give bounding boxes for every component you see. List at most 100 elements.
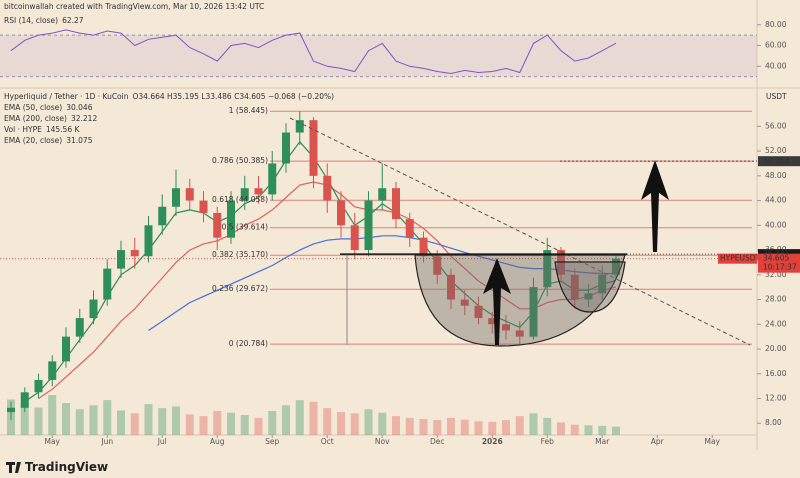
- volume-bar: [557, 422, 565, 435]
- candle-body: [144, 225, 153, 257]
- brand: TradingView: [25, 460, 108, 474]
- x-tick-label: Jun: [100, 437, 113, 446]
- volume-bar: [474, 421, 483, 435]
- volume-bar: [89, 405, 98, 435]
- candle-body: [584, 293, 593, 300]
- volume-bar: [75, 409, 84, 435]
- y-tick-label: 56.00: [765, 121, 787, 130]
- legend-value: 30.046: [66, 103, 92, 112]
- drawings: [289, 117, 751, 347]
- legend-name: EMA (50, close): [4, 103, 62, 112]
- candle-body: [34, 379, 43, 393]
- candle-body: [405, 219, 414, 238]
- trend-line: [289, 117, 751, 346]
- candle-body: [447, 274, 455, 300]
- y-tick-label: 48.00: [765, 171, 787, 180]
- candle-body: [433, 256, 442, 275]
- y-tick-label: 60.00: [765, 41, 787, 50]
- volume-bar: [309, 401, 318, 435]
- candle-body: [502, 324, 510, 331]
- legend-value: 32.212: [71, 114, 97, 123]
- y-tick-label: 12.00: [765, 394, 787, 403]
- candle-body: [309, 120, 318, 176]
- candle-body: [515, 330, 524, 337]
- volume-bar: [213, 411, 222, 435]
- y-tick-label: 52.00: [765, 146, 787, 155]
- ema-line: [24, 140, 617, 403]
- legend-name: EMA (20, close): [4, 136, 62, 145]
- candle-body: [350, 225, 359, 251]
- volume-bar: [172, 406, 180, 435]
- y-tick-label: 28.00: [765, 295, 787, 304]
- fib-label: 0 (20.784): [229, 339, 268, 348]
- candle-body: [117, 250, 125, 269]
- x-tick-label: Dec: [430, 437, 445, 446]
- candle-body: [213, 212, 222, 238]
- candle-body: [130, 250, 139, 257]
- volume-bar: [144, 404, 153, 435]
- volume-bar: [433, 420, 442, 435]
- volume-bar: [488, 421, 497, 435]
- footer: [0, 450, 800, 478]
- volume-bar: [34, 407, 43, 435]
- x-tick-label: 2026: [482, 437, 503, 446]
- current-price-bg: [758, 253, 800, 273]
- x-tick-label: Nov: [375, 437, 390, 446]
- countdown: 10:17:37: [763, 263, 797, 272]
- candle-body: [282, 132, 290, 164]
- symbol-label: HYPEUSDT: [720, 254, 761, 263]
- x-tick-label: Jul: [157, 437, 167, 446]
- candle-body: [199, 200, 208, 213]
- volume-bar: [598, 425, 607, 435]
- y-tick-label: 44.00: [765, 196, 787, 205]
- volume-bar: [392, 416, 400, 435]
- volume-bar: [199, 416, 208, 435]
- legend-value: 31.075: [66, 136, 92, 145]
- cup-large: [414, 254, 626, 347]
- y-tick-label: 16.00: [765, 369, 787, 378]
- candle-body: [460, 299, 469, 306]
- x-tick-label: Sep: [265, 437, 279, 446]
- cup-small: [554, 261, 626, 313]
- volume-bar: [405, 417, 414, 435]
- x-tick-label: May: [704, 437, 720, 446]
- candle-body: [392, 188, 400, 220]
- candle-body: [598, 274, 607, 294]
- volume-bar: [364, 409, 373, 435]
- volume-bar: [48, 395, 57, 435]
- y-tick-label: 40.00: [765, 61, 787, 70]
- candle-body: [227, 200, 235, 238]
- fib-label: 1 (58.445): [229, 106, 268, 115]
- price-label: 50.368: [763, 156, 789, 165]
- candle-body: [543, 250, 552, 288]
- volume-bar: [419, 419, 428, 435]
- volume-bar: [570, 424, 579, 435]
- volume-bar: [268, 411, 277, 435]
- rsi-line: [10, 29, 617, 75]
- rsi-name: RSI (14, close): [4, 16, 58, 25]
- candle-body: [158, 206, 167, 226]
- x-tick-label: May: [44, 437, 60, 446]
- volume-bar: [502, 420, 510, 435]
- candle-body: [570, 274, 579, 300]
- x-tick-label: Mar: [595, 437, 610, 446]
- volume-bar: [227, 412, 235, 435]
- candle-body: [474, 305, 483, 319]
- volume-bar: [158, 408, 167, 435]
- volume-bar: [282, 405, 290, 435]
- y-tick-label: 8.00: [765, 418, 782, 427]
- legend-name: Vol · HYPE: [4, 125, 42, 134]
- volume-bar: [185, 414, 194, 435]
- candle-body: [254, 188, 263, 195]
- candle-body: [185, 188, 194, 201]
- y-tick-label: 20.00: [765, 344, 787, 353]
- x-tick-label: Feb: [541, 437, 555, 446]
- x-tick-label: Aug: [210, 437, 225, 446]
- symbol-bg: [718, 253, 757, 264]
- candle-body: [7, 407, 15, 413]
- volume-bar: [295, 400, 304, 435]
- marks-layer: [7, 29, 627, 421]
